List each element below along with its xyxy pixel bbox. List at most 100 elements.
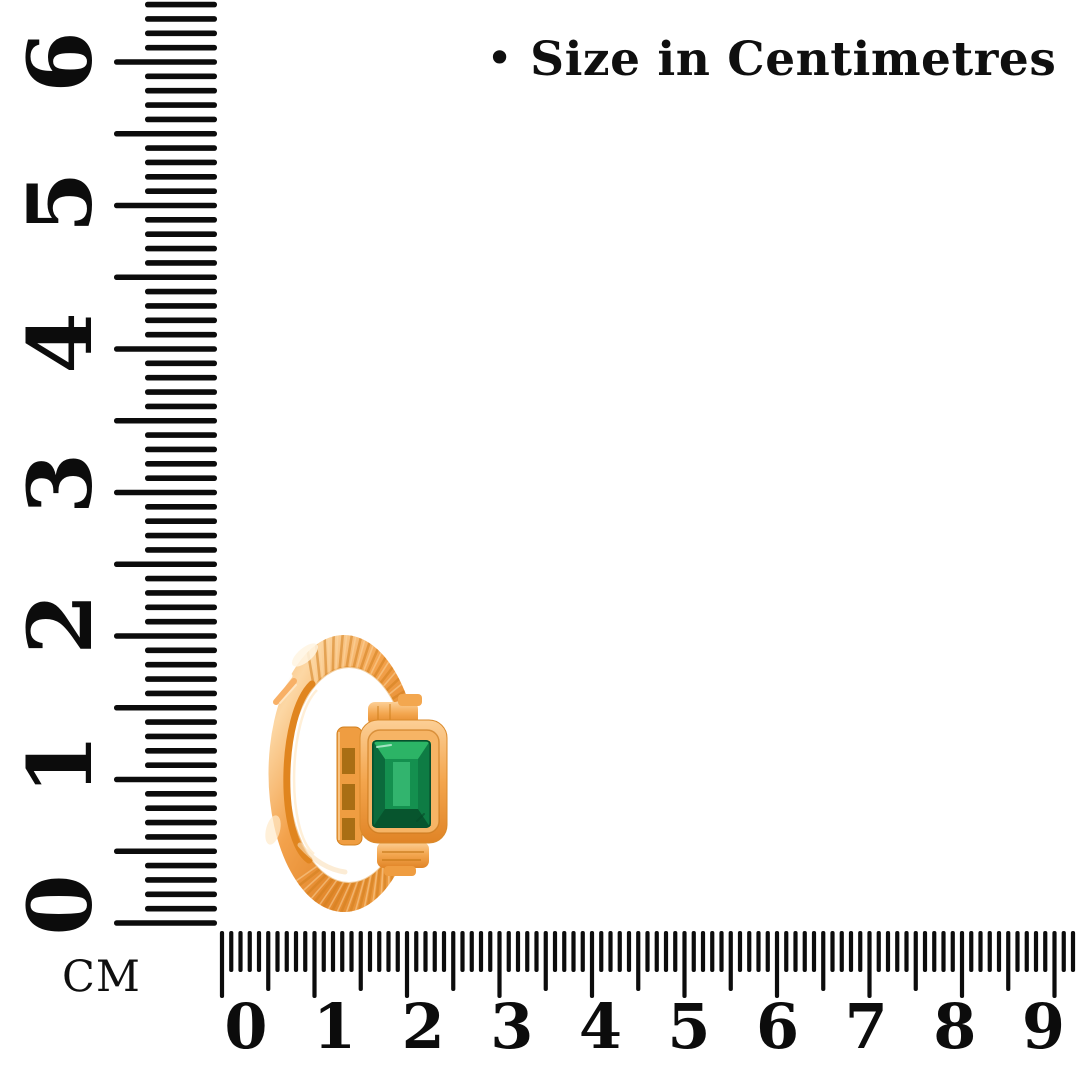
h-ruler-tick xyxy=(774,931,780,998)
v-ruler-tick xyxy=(145,575,217,582)
h-ruler-tick xyxy=(765,931,770,972)
h-ruler-tick xyxy=(571,931,576,972)
v-ruler-tick xyxy=(114,202,217,209)
v-ruler-tick xyxy=(145,159,217,166)
rope-groove xyxy=(339,877,357,912)
v-ruler-tick xyxy=(145,1,217,8)
h-ruler-tick xyxy=(552,931,558,972)
v-ruler-tick xyxy=(145,504,217,510)
h-ruler-tick xyxy=(451,931,456,991)
h-ruler-tick xyxy=(710,931,715,972)
h-ruler-tick xyxy=(793,931,798,972)
h-ruler-tick xyxy=(885,931,891,972)
h-ruler-tick xyxy=(996,931,1002,972)
h-ruler-tick xyxy=(932,931,937,972)
h-ruler-tick xyxy=(987,931,992,972)
v-ruler-tick xyxy=(145,217,217,223)
h-ruler-tick xyxy=(1033,931,1039,972)
rope-groove xyxy=(344,635,354,673)
v-ruler-tick xyxy=(145,719,217,725)
v-ruler-tick xyxy=(114,848,217,855)
rope-shine xyxy=(361,642,375,675)
h-ruler-tick xyxy=(395,931,400,972)
rope-shine xyxy=(371,863,379,906)
h-ruler-tick xyxy=(1015,931,1020,972)
v-ruler-tick xyxy=(145,475,217,481)
h-ruler-tick xyxy=(1043,931,1048,972)
h-ruler-tick xyxy=(950,931,955,972)
v-ruler-tick xyxy=(145,73,217,80)
h-ruler-tick xyxy=(876,931,881,972)
h-ruler-number: 1 xyxy=(313,990,356,1063)
v-ruler-tick xyxy=(145,532,217,539)
rope-groove xyxy=(377,664,396,688)
v-ruler-tick xyxy=(145,16,217,22)
v-ruler-tick xyxy=(114,130,217,137)
h-ruler-tick xyxy=(626,931,632,972)
v-ruler-tick xyxy=(145,102,217,108)
h-ruler-tick xyxy=(1006,931,1011,991)
h-ruler-number: 7 xyxy=(845,990,888,1063)
h-ruler-tick xyxy=(719,931,724,972)
h-ruler-tick xyxy=(589,931,595,998)
v-ruler-tick xyxy=(145,374,217,381)
rope-shine xyxy=(354,873,367,912)
rope-shine xyxy=(300,869,327,893)
rope-groove xyxy=(337,635,345,674)
h-ruler-tick xyxy=(247,931,252,972)
rope-shine xyxy=(335,878,353,912)
v-ruler-tick xyxy=(114,274,217,281)
v-ruler-tick xyxy=(145,819,217,826)
rope-groove xyxy=(323,635,328,681)
h-ruler-tick xyxy=(599,931,604,972)
h-ruler-tick xyxy=(959,931,965,998)
v-ruler-tick xyxy=(145,661,217,668)
rope-groove xyxy=(296,865,324,888)
h-ruler-tick xyxy=(700,931,706,972)
v-ruler-tick xyxy=(114,346,217,352)
h-ruler-tick xyxy=(1052,931,1057,998)
h-ruler-tick xyxy=(266,931,271,991)
rope-groove xyxy=(348,874,364,912)
h-ruler-tick xyxy=(441,931,447,972)
rope-shine xyxy=(380,669,398,690)
h-ruler-tick xyxy=(839,931,844,972)
v-ruler-tick xyxy=(145,547,217,553)
rope-shine xyxy=(348,635,358,672)
v-ruler-tick xyxy=(145,260,217,266)
h-ruler-tick xyxy=(515,931,521,972)
caption-text: Size in Centimetres xyxy=(530,32,1057,87)
v-ruler-tick xyxy=(145,231,217,237)
v-ruler-tick xyxy=(145,791,217,797)
v-ruler-tick xyxy=(145,647,217,654)
rope-groove xyxy=(331,635,335,677)
h-ruler-tick xyxy=(219,931,225,998)
v-ruler-tick xyxy=(145,877,217,883)
rope-groove xyxy=(351,635,363,673)
h-ruler-tick xyxy=(330,931,336,972)
h-ruler-tick xyxy=(784,931,789,972)
rope-groove xyxy=(312,874,337,905)
h-ruler-tick xyxy=(312,931,317,998)
v-ruler-number: 6 xyxy=(8,31,112,92)
h-ruler-tick xyxy=(867,931,872,998)
v-ruler-tick xyxy=(145,317,217,324)
h-ruler-tick xyxy=(525,931,530,972)
rope-groove xyxy=(375,860,382,904)
h-ruler-tick xyxy=(645,931,650,972)
h-ruler-number: 2 xyxy=(402,990,445,1063)
h-ruler-tick xyxy=(238,931,243,972)
rope-shine xyxy=(326,877,347,912)
rope-shine xyxy=(318,638,324,684)
v-ruler-tick xyxy=(145,30,217,37)
rope-shine xyxy=(341,635,348,673)
h-ruler-tick xyxy=(922,931,928,972)
h-ruler-tick xyxy=(978,931,983,972)
v-ruler-tick xyxy=(114,417,217,424)
rope-groove xyxy=(358,639,372,675)
v-ruler-number: 1 xyxy=(8,734,112,795)
h-ruler-tick xyxy=(858,931,863,972)
rope-groove xyxy=(320,876,344,911)
v-ruler-tick xyxy=(145,145,217,151)
